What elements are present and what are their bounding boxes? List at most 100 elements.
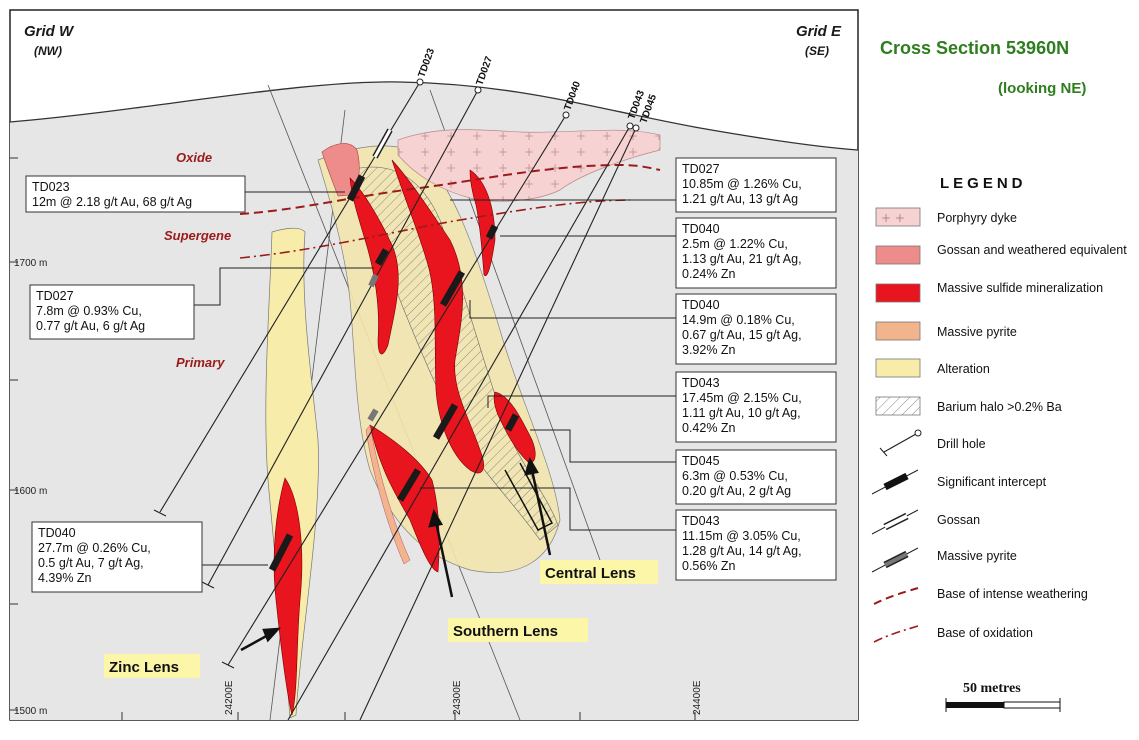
easting-label: 24200E bbox=[224, 680, 235, 715]
legend-porphyry-dyke: + + Porphyry dyke bbox=[875, 207, 1017, 227]
section-title: Cross Section 53960N bbox=[880, 38, 1069, 58]
sulfide-lens bbox=[391, 159, 484, 474]
svg-text:4.39% Zn: 4.39% Zn bbox=[38, 571, 92, 585]
porphyry-dyke-pattern bbox=[398, 129, 660, 202]
elevation-label: 1600 m bbox=[14, 486, 47, 497]
legend-heading: LEGEND bbox=[940, 175, 1027, 192]
svg-text:1.13 g/t Au, 21 g/t Ag,: 1.13 g/t Au, 21 g/t Ag, bbox=[682, 252, 802, 266]
legend-alteration: Alteration bbox=[875, 358, 990, 378]
callout-td040-a: TD040 2.5m @ 1.22% Cu, 1.13 g/t Au, 21 g… bbox=[675, 217, 837, 289]
grid-e-sub: (SE) bbox=[805, 44, 829, 58]
central-lens-label: Central Lens bbox=[545, 565, 636, 582]
svg-text:Massive pyrite: Massive pyrite bbox=[937, 549, 1017, 563]
svg-text:6.3m @ 0.53% Cu,: 6.3m @ 0.53% Cu, bbox=[682, 469, 788, 483]
easting-label: 24400E bbox=[692, 680, 703, 715]
svg-text:0.5 g/t Au, 7 g/t Ag,: 0.5 g/t Au, 7 g/t Ag, bbox=[38, 556, 144, 570]
sulfide-lens bbox=[349, 177, 399, 355]
svg-text:Barium halo >0.2% Ba: Barium halo >0.2% Ba bbox=[937, 400, 1062, 414]
svg-text:Drill hole: Drill hole bbox=[937, 437, 986, 451]
southern-lens-label-bg bbox=[448, 618, 588, 642]
scale-bar-label: 50 metres bbox=[963, 681, 1021, 696]
zone-label-primary: Primary bbox=[176, 355, 225, 370]
svg-text:Base of oxidation: Base of oxidation bbox=[937, 626, 1033, 640]
significant-intercepts bbox=[268, 174, 520, 572]
legend-gossan: Gossan and weathered equivalent bbox=[875, 243, 1127, 265]
svg-text:Gossan: Gossan bbox=[937, 513, 980, 527]
legend-gossan-symbol: Gossan bbox=[871, 509, 980, 535]
zone-label-oxide: Oxide bbox=[176, 150, 212, 165]
base-of-intense-weathering-line bbox=[239, 163, 661, 215]
svg-text:10.85m @ 1.26% Cu,: 10.85m @ 1.26% Cu, bbox=[682, 177, 802, 191]
drill-hole-td027 bbox=[207, 89, 479, 586]
svg-text:TD027: TD027 bbox=[682, 162, 720, 176]
zinc-lens-label-bg bbox=[104, 654, 200, 678]
svg-text:TD040: TD040 bbox=[682, 298, 720, 312]
scale-bar bbox=[945, 698, 1061, 712]
svg-text:11.15m @ 3.05% Cu,: 11.15m @ 3.05% Cu, bbox=[682, 529, 801, 543]
svg-text:0.56% Zn: 0.56% Zn bbox=[682, 559, 736, 573]
svg-text:Gossan and weathered equivalen: Gossan and weathered equivalent bbox=[937, 243, 1127, 257]
lens-arrows bbox=[240, 456, 552, 652]
callout-td045: TD045 6.3m @ 0.53% Cu, 0.20 g/t Au, 2 g/… bbox=[675, 449, 837, 505]
svg-text:Alteration: Alteration bbox=[937, 362, 990, 376]
svg-text:0.42% Zn: 0.42% Zn bbox=[682, 421, 736, 435]
svg-text:7.8m @ 0.93% Cu,: 7.8m @ 0.93% Cu, bbox=[36, 304, 142, 318]
svg-text:Significant intercept: Significant intercept bbox=[937, 475, 1047, 489]
drill-hole-td043 bbox=[287, 125, 631, 721]
drill-hole-td045 bbox=[359, 127, 637, 721]
massive-pyrite-body bbox=[365, 424, 411, 565]
legend-massive-pyrite-symbol: Massive pyrite bbox=[871, 547, 1017, 573]
callout-td040-left: TD040 27.7m @ 0.26% Cu, 0.5 g/t Au, 7 g/… bbox=[31, 521, 203, 593]
svg-text:TD027: TD027 bbox=[36, 289, 74, 303]
grid-w-sub: (NW) bbox=[34, 44, 62, 58]
svg-text:0.67 g/t Au, 15 g/t Ag,: 0.67 g/t Au, 15 g/t Ag, bbox=[682, 328, 802, 342]
svg-text:Massive pyrite: Massive pyrite bbox=[937, 325, 1017, 339]
easting-label: 24300E bbox=[452, 680, 463, 715]
svg-text:3.92% Zn: 3.92% Zn bbox=[682, 343, 736, 357]
legend-massive-pyrite: Massive pyrite bbox=[875, 321, 1017, 341]
legend-massive-sulfide: Massive sulfide mineralization bbox=[875, 281, 1103, 303]
svg-text:TD045: TD045 bbox=[682, 454, 720, 468]
section-subtitle: (looking NE) bbox=[998, 80, 1086, 97]
callout-td043-a: TD043 17.45m @ 2.15% Cu, 1.11 g/t Au, 10… bbox=[675, 371, 837, 443]
elevation-label: 1700 m bbox=[14, 258, 47, 269]
svg-text:TD043: TD043 bbox=[682, 514, 720, 528]
svg-text:Massive sulfide mineralization: Massive sulfide mineralization bbox=[937, 281, 1103, 295]
grid-e-label: Grid E bbox=[796, 23, 842, 40]
grid-w-label: Grid W bbox=[24, 23, 75, 40]
legend-base-intense-weathering: Base of intense weathering bbox=[873, 587, 1088, 605]
topographic-surface bbox=[9, 81, 859, 151]
svg-text:0.20 g/t Au, 2 g/t Ag: 0.20 g/t Au, 2 g/t Ag bbox=[682, 484, 791, 498]
callout-td027-right: TD027 10.85m @ 1.26% Cu, 1.21 g/t Au, 13… bbox=[675, 157, 837, 213]
svg-text:1.11 g/t Au, 10 g/t Ag,: 1.11 g/t Au, 10 g/t Ag, bbox=[682, 406, 801, 420]
svg-text:0.24% Zn: 0.24% Zn bbox=[682, 267, 736, 281]
svg-text:27.7m @ 0.26% Cu,: 27.7m @ 0.26% Cu, bbox=[38, 541, 151, 555]
svg-text:12m @ 2.18 g/t Au, 68 g/t Ag: 12m @ 2.18 g/t Au, 68 g/t Ag bbox=[32, 195, 192, 209]
legend-base-oxidation: Base of oxidation bbox=[873, 625, 1033, 643]
svg-text:+ +: + + bbox=[881, 211, 905, 225]
svg-text:14.9m @ 0.18% Cu,: 14.9m @ 0.18% Cu, bbox=[682, 313, 795, 327]
svg-text:TD023: TD023 bbox=[32, 180, 70, 194]
svg-text:2.5m @ 1.22% Cu,: 2.5m @ 1.22% Cu, bbox=[682, 237, 788, 251]
svg-text:17.45m @ 2.15% Cu,: 17.45m @ 2.15% Cu, bbox=[682, 391, 802, 405]
zone-label-supergene: Supergene bbox=[164, 228, 231, 243]
callout-td040-b: TD040 14.9m @ 0.18% Cu, 0.67 g/t Au, 15 … bbox=[675, 293, 837, 365]
svg-text:Base of intense weathering: Base of intense weathering bbox=[937, 587, 1088, 601]
southern-lens-label: Southern Lens bbox=[453, 623, 558, 640]
central-lens-label-bg bbox=[540, 560, 658, 584]
svg-text:TD040: TD040 bbox=[682, 222, 720, 236]
legend-barium-halo: Barium halo >0.2% Ba bbox=[875, 396, 1062, 416]
callout-td027-left: TD027 7.8m @ 0.93% Cu, 0.77 g/t Au, 6 g/… bbox=[29, 284, 195, 340]
zinc-lens-body bbox=[273, 477, 303, 716]
svg-text:TD040: TD040 bbox=[38, 526, 76, 540]
callout-leaders bbox=[194, 191, 676, 566]
sulfide-lens bbox=[469, 169, 496, 277]
legend-drill-hole: Drill hole bbox=[879, 429, 986, 457]
svg-text:0.77 g/t Au, 6 g/t Ag: 0.77 g/t Au, 6 g/t Ag bbox=[36, 319, 145, 333]
legend-significant-intercept: Significant intercept bbox=[871, 469, 1047, 495]
svg-text:TD043: TD043 bbox=[682, 376, 720, 390]
callout-td023: TD023 12m @ 2.18 g/t Au, 68 g/t Ag bbox=[25, 175, 246, 213]
callout-td043-b: TD043 11.15m @ 3.05% Cu, 1.28 g/t Au, 14… bbox=[675, 509, 837, 581]
